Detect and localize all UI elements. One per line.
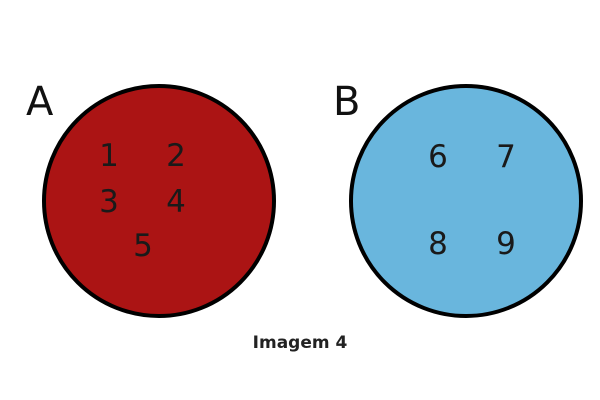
set-b-label: B bbox=[333, 79, 360, 125]
set-a: A 1 2 3 4 5 bbox=[26, 79, 276, 318]
set-b-element-8: 8 bbox=[428, 226, 448, 262]
set-b-circle bbox=[349, 84, 583, 318]
set-b-element-7: 7 bbox=[496, 139, 516, 175]
set-a-element-2: 2 bbox=[166, 138, 186, 174]
figure-caption: Imagem 4 bbox=[252, 333, 348, 353]
set-a-element-4: 4 bbox=[166, 184, 186, 220]
set-a-element-5: 5 bbox=[133, 228, 153, 264]
set-a-circle bbox=[42, 84, 276, 318]
set-a-element-1: 1 bbox=[99, 138, 119, 174]
set-b: B 6 7 8 9 bbox=[333, 79, 583, 318]
set-b-element-9: 9 bbox=[496, 226, 516, 262]
set-b-element-6: 6 bbox=[428, 139, 448, 175]
set-a-label: A bbox=[26, 79, 54, 125]
set-a-element-3: 3 bbox=[99, 184, 119, 220]
